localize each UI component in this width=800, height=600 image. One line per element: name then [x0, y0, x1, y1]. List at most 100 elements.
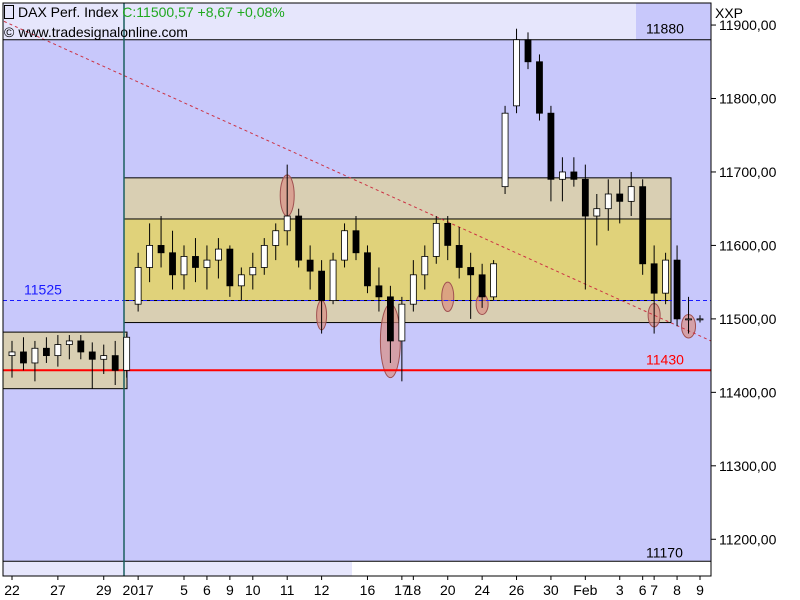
candle-body: [31, 347, 39, 364]
x-tick-label: 10: [245, 582, 261, 598]
candle-body: [249, 267, 257, 276]
candle-body: [272, 230, 280, 246]
candle-body: [501, 112, 509, 188]
candle: [272, 223, 280, 261]
candle-body: [8, 351, 16, 357]
upper-shade-left: [3, 3, 124, 40]
level-label-resistance: 11880: [646, 21, 684, 37]
candle-body: [685, 318, 692, 321]
candle: [31, 340, 39, 382]
candle-body: [43, 347, 50, 357]
candle-body: [134, 267, 142, 305]
candle: [364, 245, 371, 294]
candle-body: [341, 230, 348, 261]
candle: [421, 245, 429, 290]
x-tick-label: 30: [543, 582, 559, 598]
candle: [581, 164, 589, 290]
candle: [593, 194, 601, 246]
x-tick-label: 18: [406, 582, 422, 598]
candle-body: [696, 318, 704, 321]
candle: [501, 105, 509, 194]
source-url[interactable]: www.tradesignalonline.com: [18, 24, 188, 40]
level-label-support-2: 11170: [646, 544, 683, 560]
candle-body: [180, 256, 188, 276]
candle: [490, 260, 498, 301]
candle-body: [169, 252, 176, 276]
candle: [329, 252, 337, 305]
x-tick-label: 9: [696, 582, 704, 598]
candle-body: [467, 267, 475, 276]
candle-body: [214, 248, 222, 261]
candle: [604, 179, 612, 231]
copyright-icon: ©: [4, 24, 15, 40]
candle-body: [192, 256, 199, 268]
candle: [432, 216, 440, 264]
range-inner-box: [123, 218, 672, 302]
candle: [455, 227, 463, 279]
checkbox-icon[interactable]: [4, 5, 14, 19]
candle: [627, 171, 635, 217]
candle: [43, 337, 50, 363]
x-tick-label: 6: [639, 582, 647, 598]
candle: [662, 252, 669, 305]
candle-body: [111, 355, 119, 371]
candle: [192, 238, 199, 283]
candle-body: [593, 208, 601, 217]
candle: [295, 208, 303, 268]
chart-header: DAX Perf. Index C:11500,57 +8,67 +0,08% …: [4, 4, 344, 50]
candle-body: [352, 230, 360, 254]
candle: [8, 340, 16, 378]
candle: [467, 252, 475, 319]
candle-body: [559, 171, 566, 180]
candle-body: [295, 215, 303, 261]
x-tick-label: 9: [226, 582, 234, 598]
y-tick-label: 11400,00: [719, 384, 777, 400]
y-tick-label: 11600,00: [719, 237, 777, 253]
exchange-label: XXP: [715, 5, 743, 21]
candle-body: [157, 245, 165, 254]
candle-body: [478, 274, 486, 298]
candle: [123, 333, 131, 378]
candle-body: [237, 274, 245, 287]
level-label-dashed: 11525: [24, 282, 62, 298]
x-tick-label: 29: [96, 582, 112, 598]
candle-body: [513, 39, 520, 107]
x-tick-label: 7: [650, 582, 658, 598]
candle: [237, 267, 245, 301]
candle-body: [375, 285, 383, 298]
x-tick-label: 22: [4, 582, 20, 598]
candle-body: [100, 355, 108, 360]
candle: [54, 335, 62, 367]
candle-body: [524, 39, 532, 63]
candle-body: [386, 296, 394, 342]
candle: [214, 238, 222, 279]
candle-body: [490, 263, 498, 298]
x-tick-label: 3: [616, 582, 624, 598]
candle: [169, 230, 176, 290]
candle-body: [604, 193, 612, 210]
candle: [203, 245, 211, 290]
candle-body: [639, 186, 647, 265]
candle-body: [421, 256, 429, 276]
candle: [444, 216, 452, 261]
candle-body: [283, 215, 291, 232]
candle-body: [444, 222, 452, 246]
upper-shade: [124, 3, 636, 40]
candle: [570, 157, 578, 187]
y-tick-label: 11300,00: [719, 458, 777, 474]
x-tick-label: Feb: [573, 582, 597, 598]
candle-body: [203, 259, 211, 268]
x-tick-label: 27: [50, 582, 66, 598]
candle: [226, 245, 234, 297]
y-tick-label: 11900,00: [719, 17, 777, 33]
candle-body: [306, 259, 314, 272]
candle-body: [226, 248, 234, 287]
candle: [559, 157, 566, 202]
candle: [260, 238, 268, 275]
lower-shade: [3, 561, 352, 576]
x-tick-label: 2017: [123, 582, 154, 598]
candle: [685, 296, 692, 334]
candle-body: [260, 245, 268, 268]
candle: [375, 267, 383, 312]
